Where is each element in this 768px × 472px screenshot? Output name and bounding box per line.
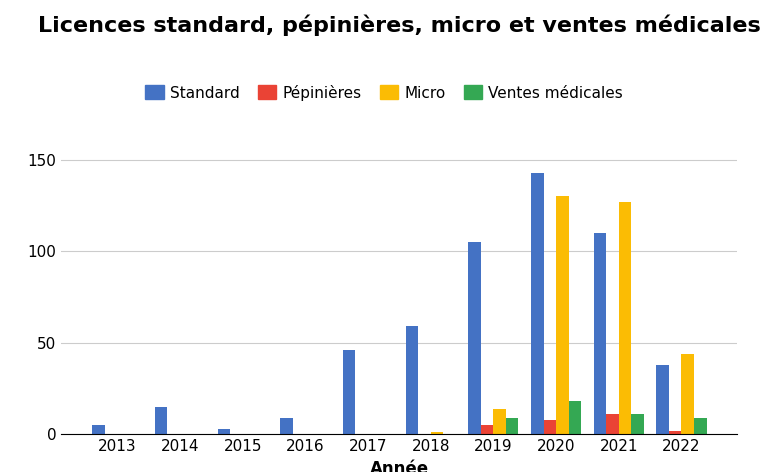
- Bar: [468, 242, 481, 434]
- Bar: [217, 429, 230, 434]
- Bar: [544, 420, 556, 434]
- Legend: Standard, Pépinières, Micro, Ventes médicales: Standard, Pépinières, Micro, Ventes médi…: [139, 78, 629, 107]
- Bar: [606, 414, 619, 434]
- Bar: [92, 425, 104, 434]
- Bar: [280, 418, 293, 434]
- Bar: [155, 407, 167, 434]
- Bar: [681, 354, 694, 434]
- Bar: [493, 409, 506, 434]
- Bar: [619, 202, 631, 434]
- Bar: [594, 233, 606, 434]
- Bar: [694, 418, 707, 434]
- Bar: [669, 430, 681, 434]
- Bar: [657, 365, 669, 434]
- Text: Licences standard, pépinières, micro et ventes médicales: Licences standard, pépinières, micro et …: [38, 14, 761, 36]
- Bar: [556, 196, 568, 434]
- Bar: [431, 432, 443, 434]
- Bar: [631, 414, 644, 434]
- Bar: [481, 425, 493, 434]
- Bar: [506, 418, 518, 434]
- Bar: [406, 326, 418, 434]
- Bar: [343, 350, 356, 434]
- Bar: [568, 401, 581, 434]
- Bar: [531, 173, 544, 434]
- X-axis label: Année: Année: [370, 460, 429, 472]
